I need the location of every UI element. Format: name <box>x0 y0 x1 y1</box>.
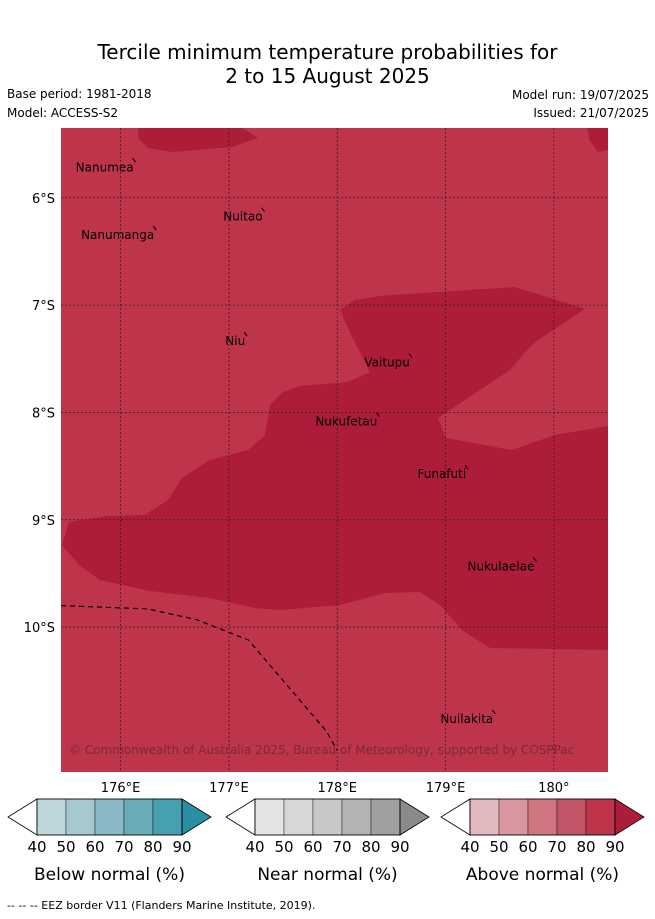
colorbar-min-extend <box>440 798 471 836</box>
colorbar-tick-label: 70 <box>332 838 351 856</box>
colorbar-tick-label: 60 <box>303 838 322 856</box>
island-mark <box>152 225 157 231</box>
base-period: Base period: 1981-2018 <box>7 87 152 101</box>
colorbar-max-extend <box>181 798 212 836</box>
title-line-1: Tercile minimum temperature probabilitie… <box>97 40 558 64</box>
lat-tick-label: 6°S <box>32 192 55 207</box>
colorbar-segment <box>36 798 67 836</box>
colorbar-tick-label: 70 <box>114 838 133 856</box>
colorbar-tick-label: 90 <box>390 838 409 856</box>
issued-date: Issued: 21/07/2025 <box>533 106 649 120</box>
colorbar-title: Below normal (%) <box>34 865 185 885</box>
colorbar-below: 40 50 60 70 80 90 Below normal (%) <box>7 798 212 885</box>
lon-tick-label: 176°E <box>101 781 141 796</box>
island-mark <box>132 157 137 163</box>
chart-title: Tercile minimum temperature probabilitie… <box>0 40 655 88</box>
island-label: Funafuti <box>418 467 467 481</box>
colorbar-tick-label: 80 <box>361 838 380 856</box>
island-mark <box>491 709 496 715</box>
island-mark <box>261 207 265 212</box>
colorbar-near: 40 50 60 70 80 90 Near normal (%) <box>225 798 430 885</box>
colorbar-tick-label: 60 <box>518 838 537 856</box>
model-run: Model run: 19/07/2025 <box>511 88 649 102</box>
colorbar-tick-label: 40 <box>27 838 46 856</box>
colorbar-tick-label: 40 <box>460 838 479 856</box>
colorbar-outline <box>36 798 183 836</box>
colorbar-tick-label: 70 <box>547 838 566 856</box>
colorbar-segment <box>254 798 285 836</box>
colorbar-tick-label: 50 <box>489 838 508 856</box>
colorbar-outline <box>254 798 401 836</box>
above-normal-90-region-north <box>138 128 258 152</box>
island-mark <box>533 557 537 562</box>
graticule <box>61 128 608 772</box>
island-label: Nanumanga <box>81 228 154 242</box>
colorbar-segment <box>498 798 529 836</box>
colorbar-segment <box>283 798 314 836</box>
colorbar-segment <box>65 798 96 836</box>
title-line-2: 2 to 15 August 2025 <box>225 64 430 88</box>
island-label: Niu <box>225 334 245 348</box>
colorbar-segment <box>556 798 587 836</box>
colorbar-tick-label: 90 <box>605 838 624 856</box>
island-label: Nuitao <box>223 210 262 224</box>
island-label: Vaitupu <box>364 356 410 370</box>
colorbar-tick-label: 90 <box>172 838 191 856</box>
above-normal-90-region-main <box>62 287 608 650</box>
island-label: Nuilakita <box>440 712 493 726</box>
lat-tick-label: 7°S <box>32 299 55 314</box>
colorbar-tick-label: 80 <box>576 838 595 856</box>
colorbar-tick-label: 60 <box>85 838 104 856</box>
colorbar-tick-label: 80 <box>143 838 162 856</box>
island-labels: Nanumea Nuitao Nanumanga Niu Vaitupu Nukufeta… <box>76 157 537 726</box>
map-plot-area: Nanumea Nuitao Nanumanga Niu Vaitupu Nukufeta… <box>61 128 608 772</box>
island-label: Nukufetau <box>315 415 377 429</box>
lon-tick-label: 180° <box>538 781 569 796</box>
colorbar-segment <box>94 798 125 836</box>
colorbar-tick-label: 50 <box>56 838 75 856</box>
colorbar-segment <box>123 798 154 836</box>
model-name: Model: ACCESS-S2 <box>7 106 119 120</box>
lon-tick-label: 178°E <box>317 781 357 796</box>
eez-footnote: -- -- -- EEZ border V11 (Flanders Marine… <box>7 899 316 912</box>
colorbar-max-extend <box>399 798 430 836</box>
island-mark <box>408 353 413 358</box>
map-axes: 176°E 177°E 178°E 179°E 180° 6°S 7°S 8°S 9°S 10°S <box>24 192 570 796</box>
island-label: Nukulaelae <box>468 560 535 574</box>
above-normal-90-region-corner <box>587 128 608 152</box>
island-mark <box>464 464 469 470</box>
colorbar-tick-label: 40 <box>245 838 264 856</box>
lon-tick-label: 177°E <box>209 781 249 796</box>
colorbar-title: Above normal (%) <box>466 865 619 885</box>
colorbar-min-extend <box>225 798 256 836</box>
colorbar-segment <box>312 798 343 836</box>
lat-tick-label: 10°S <box>24 621 55 636</box>
colorbar-tick-label: 50 <box>274 838 293 856</box>
probability-map: Nanumea Nuitao Nanumanga Niu Vaitupu Nukufeta… <box>7 128 645 885</box>
colorbar-segment <box>527 798 558 836</box>
colorbar-segment <box>370 798 401 836</box>
colorbar-max-extend <box>614 798 645 836</box>
colorbar-segment <box>469 798 500 836</box>
lat-tick-label: 8°S <box>32 406 55 421</box>
copyright-notice: © Commonwealth of Australia 2025, Bureau… <box>69 743 574 757</box>
island-label: Nanumea <box>76 160 134 174</box>
lon-tick-label: 179°E <box>426 781 466 796</box>
colorbar-segment <box>152 798 183 836</box>
colorbar-min-extend <box>7 798 38 836</box>
colorbar-legend: 40 50 60 70 80 90 Below normal (%) 40 50 60 70 80 90… <box>7 798 645 885</box>
colorbar-segment <box>341 798 372 836</box>
colorbar-segment <box>585 798 616 836</box>
lat-tick-label: 9°S <box>32 514 55 529</box>
colorbar-title: Near normal (%) <box>257 865 397 885</box>
colorbar-above: 40 50 60 70 80 90 Above normal (%) <box>440 798 645 885</box>
colorbar-outline <box>469 798 616 836</box>
island-mark <box>243 331 248 337</box>
island-mark <box>375 412 380 417</box>
eez-border-line <box>61 605 338 751</box>
